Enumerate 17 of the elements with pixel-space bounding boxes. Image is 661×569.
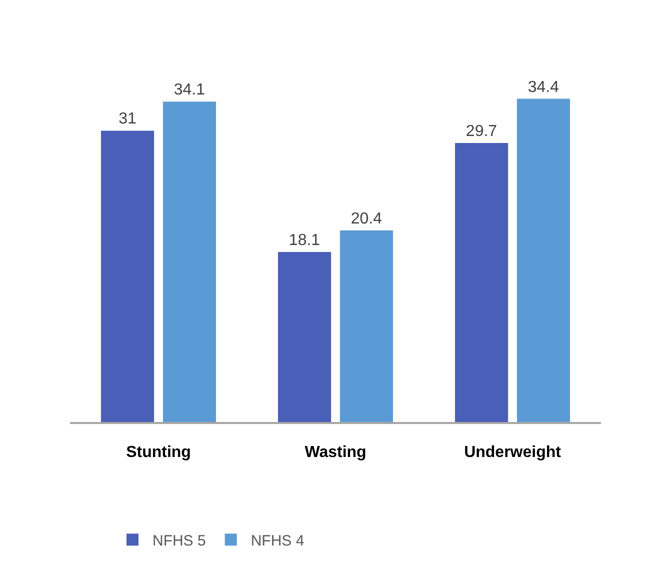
x-tick-label: Stunting — [126, 444, 191, 462]
x-tick-label: Underweight — [464, 444, 562, 462]
legend-label: NFHS 4 — [250, 532, 304, 550]
data-label: 20.4 — [350, 210, 382, 228]
bar — [162, 102, 216, 422]
bar — [100, 130, 154, 422]
data-label: 34.1 — [174, 82, 206, 99]
legend-label: NFHS 5 — [152, 532, 206, 550]
data-label: 29.7 — [466, 122, 498, 140]
bar — [516, 98, 570, 422]
bar — [454, 142, 508, 422]
x-tick-label: Wasting — [304, 444, 366, 462]
data-label: 18.1 — [288, 232, 320, 249]
bar — [278, 252, 332, 422]
data-label: 31 — [118, 110, 136, 128]
bar — [340, 230, 394, 422]
data-label: 34.4 — [528, 78, 560, 96]
